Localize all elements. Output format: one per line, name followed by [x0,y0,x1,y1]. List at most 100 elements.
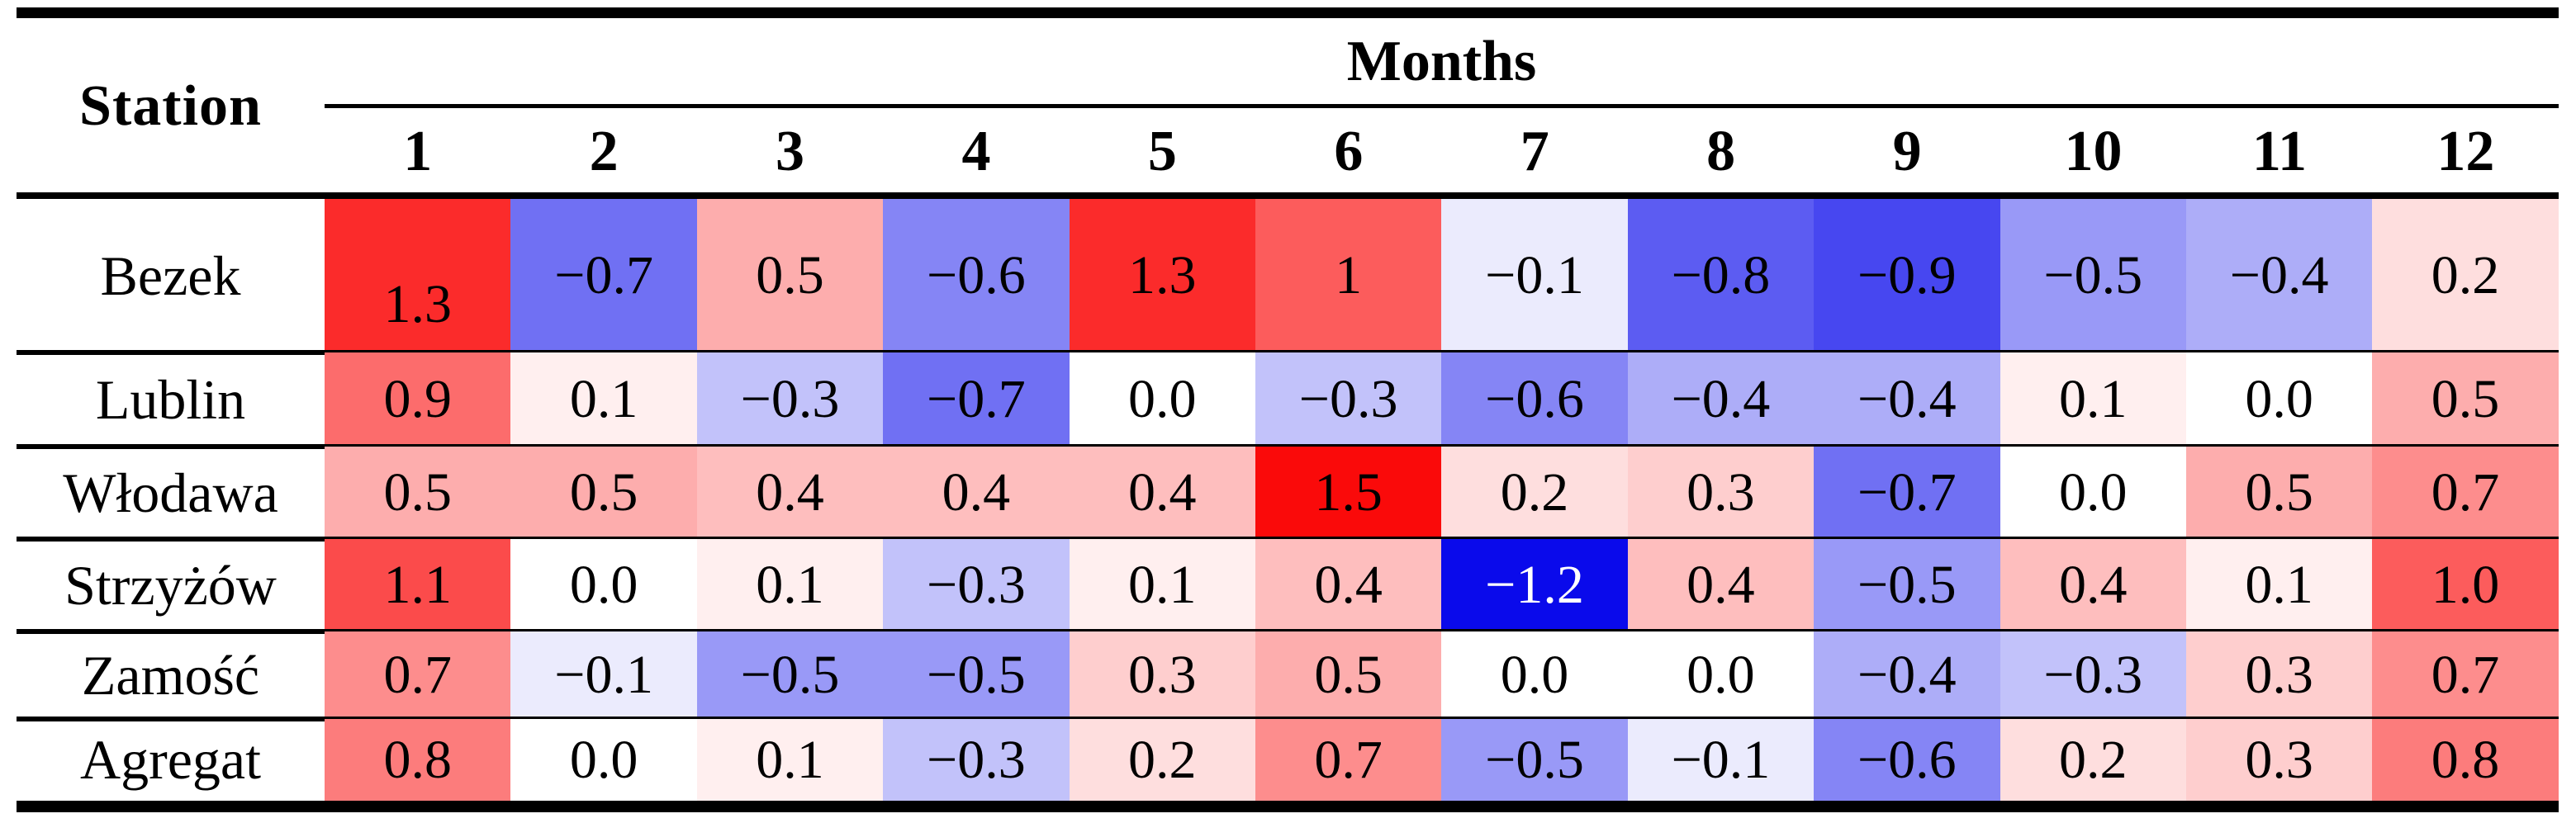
heatmap-cell-zamość-m4: −0.5 [883,631,1070,719]
heatmap-cell-lublin-m12: 0.5 [2372,352,2559,447]
station-label: Agregat [79,728,261,791]
heatmap-cell-lublin-m2: 0.1 [510,352,697,447]
station-label: Bezek [100,244,241,307]
station-label: Włodawa [63,461,278,524]
heatmap-cell-agregat-m5: 0.2 [1069,719,1255,801]
heatmap-cell-strzyżów-m12: 1.0 [2372,539,2559,631]
station-label: Zamość [81,643,260,707]
heatmap-cell-agregat-m1: 0.8 [325,719,511,801]
month-header-7: 7 [1520,119,1549,183]
heatmap-cell-zamość-m10: −0.3 [2000,631,2186,719]
heatmap-cell-bezek-m4: −0.6 [883,199,1070,352]
heatmap-cell-włodawa-m9: −0.7 [1814,447,2000,539]
heatmap-cell-bezek-m10: −0.5 [2000,199,2186,352]
heatmap-cell-bezek-m1: 1.3 [325,199,511,352]
table-row-zamość: Zamość 0.7 −0.1 −0.5 −0.5 0.3 0.5 0.0 0.0 −0.4 −0.… [17,631,2559,719]
heatmap-cell-strzyżów-m10: 0.4 [2000,539,2186,631]
heatmap-cell-włodawa-m12: 0.7 [2372,447,2559,539]
heatmap-cell-strzyżów-m8: 0.4 [1627,539,1815,631]
heatmap-cell-włodawa-m11: 0.5 [2185,447,2373,539]
month-number-header-row: 1 2 3 4 5 6 7 8 9 10 11 12 [325,109,2559,194]
month-header-5: 5 [1147,119,1177,183]
heatmap-cell-włodawa-m7: 0.2 [1441,447,1628,539]
heatmap-cell-agregat-m9: −0.6 [1814,719,2000,801]
heatmap-cell-bezek-m11: −0.4 [2185,199,2373,352]
heatmap-cell-agregat-m11: 0.3 [2185,719,2373,801]
heatmap-cell-agregat-m8: −0.1 [1627,719,1815,801]
heatmap-cell-lublin-m7: −0.6 [1441,352,1628,447]
heatmap-cell-włodawa-m2: 0.5 [510,447,697,539]
heatmap-cell-strzyżów-m4: −0.3 [883,539,1070,631]
heatmap-cell-lublin-m6: −0.3 [1255,352,1442,447]
heatmap-cell-zamość-m7: 0.0 [1441,631,1628,719]
heatmap-cell-bezek-m6: 1 [1255,199,1442,352]
month-header-3: 3 [776,119,805,183]
top-border-rule [17,7,2559,18]
heatmap-cell-zamość-m9: −0.4 [1814,631,2000,719]
heatmap-cell-bezek-m7: −0.1 [1441,199,1628,352]
heatmap-cell-strzyżów-m6: 0.4 [1255,539,1442,631]
heatmap-cell-lublin-m10: 0.1 [2000,352,2186,447]
bottom-border-rule [17,801,2559,812]
table-row-włodawa: Włodawa 0.5 0.5 0.4 0.4 0.4 1.5 0.2 0.3 −0.7 0.0 0.… [17,447,2559,539]
heatmap-cell-zamość-m8: 0.0 [1627,631,1815,719]
heatmap-cell-włodawa-m1: 0.5 [325,447,511,539]
heatmap-cell-zamość-m1: 0.7 [325,631,511,719]
month-header-10: 10 [2064,119,2123,183]
month-header-9: 9 [1892,119,1922,183]
header-bottom-rule [17,192,2559,199]
heatmap-cell-włodawa-m5: 0.4 [1069,447,1255,539]
heatmap-cell-lublin-m1: 0.9 [325,352,511,447]
months-underline-rule [325,104,2559,108]
heatmap-cell-agregat-m4: −0.3 [883,719,1070,801]
heatmap-cell-zamość-m5: 0.3 [1069,631,1255,719]
heatmap-cell-agregat-m2: 0.0 [510,719,697,801]
month-header-12: 12 [2436,119,2495,183]
heatmap-cell-lublin-m3: −0.3 [696,352,884,447]
heatmap-cell-zamość-m2: −0.1 [510,631,697,719]
heatmap-cell-lublin-m8: −0.4 [1627,352,1815,447]
heatmap-cell-strzyżów-m9: −0.5 [1814,539,2000,631]
month-header-6: 6 [1334,119,1364,183]
heatmap-cell-strzyżów-m5: 0.1 [1069,539,1255,631]
month-header-8: 8 [1706,119,1736,183]
heatmap-cell-włodawa-m8: 0.3 [1627,447,1815,539]
station-label: Lublin [95,367,246,431]
heatmap-cell-zamość-m12: 0.7 [2372,631,2559,719]
heatmap-cell-bezek-m12: 0.2 [2372,199,2559,352]
heatmap-cell-włodawa-m10: 0.0 [2000,447,2186,539]
heatmap-cell-lublin-m11: 0.0 [2185,352,2373,447]
heatmap-cell-bezek-m9: −0.9 [1814,199,2000,352]
heatmap-cell-agregat-m7: −0.5 [1441,719,1628,801]
heatmap-cell-zamość-m3: −0.5 [696,631,884,719]
month-header-1: 1 [403,119,433,183]
heatmap-cell-strzyżów-m3: 0.1 [696,539,884,631]
table-row-lublin: Lublin 0.9 0.1 −0.3 −0.7 0.0 −0.3 −0.6 −0.4 −0.4 0… [17,352,2559,447]
heatmap-cell-agregat-m10: 0.2 [2000,719,2186,801]
heatmap-cell-lublin-m4: −0.7 [883,352,1070,447]
heatmap-cell-włodawa-m6: 1.5 [1255,447,1442,539]
heatmap-cell-włodawa-m3: 0.4 [696,447,884,539]
table-row-bezek: Bezek 1.3 −0.7 0.5 −0.6 1.3 1 −0.1 −0.8 −0.9 −0.5−… [17,199,2559,352]
heatmap-cell-strzyżów-m2: 0.0 [510,539,697,631]
heatmap-cell-zamość-m6: 0.5 [1255,631,1442,719]
heatmap-cell-bezek-m5: 1.3 [1069,199,1255,352]
heatmap-cell-bezek-m2: −0.7 [510,199,697,352]
month-header-2: 2 [589,119,619,183]
heatmap-cell-bezek-m3: 0.5 [696,199,884,352]
heatmap-cell-włodawa-m4: 0.4 [883,447,1070,539]
heatmap-cell-zamość-m11: 0.3 [2185,631,2373,719]
heatmap-cell-agregat-m6: 0.7 [1255,719,1442,801]
station-label: Strzyżów [64,553,277,617]
months-group-header: Months [1346,30,1537,93]
heatmap-cell-lublin-m5: 0.0 [1069,352,1255,447]
heatmap-cell-strzyżów-m1: 1.1 [325,539,511,631]
heatmap-cell-strzyżów-m7: −1.2 [1441,539,1628,631]
month-header-4: 4 [961,119,991,183]
heatmap-cell-lublin-m9: −0.4 [1814,352,2000,447]
station-column-header: Station [79,73,262,138]
heatmap-cell-bezek-m8: −0.8 [1627,199,1815,352]
month-header-11: 11 [2251,119,2307,183]
heatmap-cell-strzyżów-m11: 0.1 [2185,539,2373,631]
